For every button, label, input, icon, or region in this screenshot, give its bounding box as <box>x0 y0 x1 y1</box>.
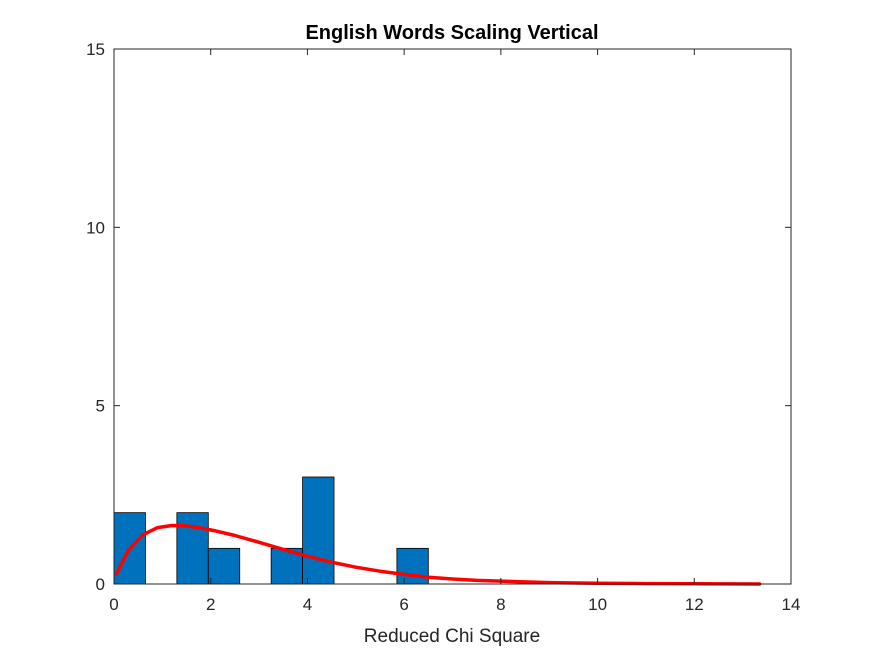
histogram-bar <box>207 547 241 585</box>
x-tick-label: 6 <box>399 595 408 614</box>
chart-title: English Words Scaling Vertical <box>305 22 598 44</box>
x-axis-label: Reduced Chi Square <box>364 626 540 647</box>
histogram-bars <box>113 476 429 585</box>
x-tick-label: 4 <box>303 595 312 614</box>
x-tick-label: 12 <box>685 595 704 614</box>
x-tick-label: 2 <box>206 595 215 614</box>
y-tick-label: 0 <box>96 575 105 594</box>
fit-curve-group <box>114 523 762 586</box>
x-tick-label: 14 <box>782 595 801 614</box>
histogram-bar <box>176 512 209 585</box>
plot-area <box>114 49 791 584</box>
histogram-bar <box>396 547 429 585</box>
y-axis-ticks: 0 5 10 15 <box>86 40 791 594</box>
axes-box <box>113 48 792 585</box>
histogram-bar <box>302 476 335 585</box>
x-tick-label: 10 <box>588 595 607 614</box>
x-tick-label: 8 <box>496 595 505 614</box>
fit-curve-line <box>114 523 762 586</box>
x-axis-ticks: 0 2 4 6 8 10 12 14 <box>109 49 800 614</box>
y-tick-label: 5 <box>96 397 105 416</box>
y-tick-label: 15 <box>86 40 105 59</box>
x-tick-label: 0 <box>109 595 118 614</box>
y-tick-label: 10 <box>86 218 105 237</box>
